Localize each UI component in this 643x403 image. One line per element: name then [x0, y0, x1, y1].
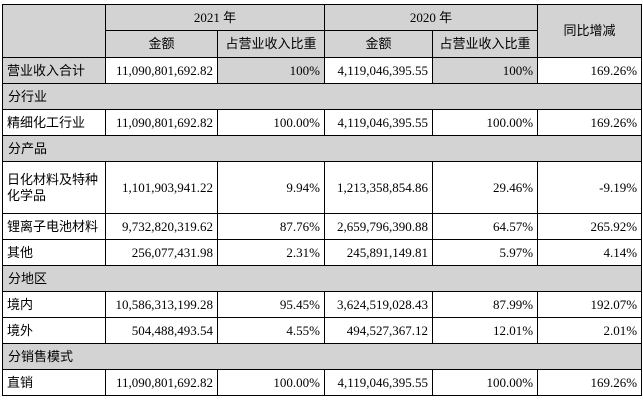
cell-amount-2021: 11,090,801,692.82 — [105, 369, 218, 396]
cell-yoy: 192.07% — [537, 291, 643, 318]
cell-yoy: 169.26% — [537, 57, 643, 84]
table-row: 境外 504,488,493.54 4.55% 494,527,367.12 1… — [2, 317, 643, 344]
cell-amount-2021: 11,090,801,692.82 — [105, 109, 218, 136]
cell-amount-2020: 245,891,149.81 — [324, 239, 434, 266]
cell-share-2021: 2.31% — [216, 239, 326, 266]
row-label: 境内 — [2, 291, 106, 318]
cell-share-2020: 100.00% — [432, 109, 539, 136]
header-row-metrics: 金额 占营业收入比重 金额 占营业收入比重 — [3, 30, 642, 58]
section-row-product: 分产品 — [1, 135, 643, 162]
cell-share-2020: 87.99% — [432, 291, 539, 318]
cell-share-2021: 100% — [216, 57, 326, 84]
table-row: 直销 11,090,801,692.82 100.00% 4,119,046,3… — [2, 369, 643, 396]
cell-amount-2021: 9,732,820,319.62 — [105, 213, 218, 240]
section-label: 分产品 — [1, 135, 643, 162]
section-label: 分行业 — [1, 83, 643, 110]
header-yoy: 同比增减 — [537, 4, 643, 58]
cell-amount-2020: 4,119,046,395.55 — [324, 369, 434, 396]
cell-amount-2021: 1,101,903,941.22 — [105, 161, 218, 214]
cell-amount-2020: 2,659,796,390.88 — [324, 213, 434, 240]
cell-share-2021: 100.00% — [216, 109, 326, 136]
cell-share-2021: 100.00% — [216, 369, 326, 396]
cell-amount-2020: 4,119,046,395.55 — [324, 109, 434, 136]
section-row-region: 分地区 — [1, 265, 643, 292]
row-label: 营业收入合计 — [2, 57, 106, 84]
cell-yoy: 169.26% — [537, 109, 643, 136]
header-amount-2020: 金额 — [324, 30, 434, 58]
cell-share-2020: 64.57% — [432, 213, 539, 240]
header-row-years: 2021 年 2020 年 同比增减 — [2, 4, 643, 58]
cell-share-2020: 12.01% — [432, 317, 539, 344]
cell-share-2021: 9.94% — [216, 161, 326, 214]
table-row: 精细化工行业 11,090,801,692.82 100.00% 4,119,0… — [2, 109, 643, 136]
section-row-sales-model: 分销售模式 — [1, 343, 643, 370]
cell-amount-2020: 1,213,358,854.86 — [324, 161, 434, 214]
row-label: 境外 — [2, 317, 106, 344]
corner-cell — [2, 4, 106, 58]
cell-share-2020: 100.00% — [432, 369, 539, 396]
cell-yoy: 4.14% — [537, 239, 643, 266]
cell-share-2021: 4.55% — [216, 317, 326, 344]
table-row-total: 营业收入合计 11,090,801,692.82 100% 4,119,046,… — [2, 57, 643, 84]
section-label: 分销售模式 — [1, 343, 643, 370]
section-row-industry: 分行业 — [1, 83, 643, 110]
table-row: 其他 256,077,431.98 2.31% 245,891,149.81 5… — [2, 239, 643, 266]
cell-share-2020: 5.97% — [432, 239, 539, 266]
cell-yoy: 169.26% — [537, 369, 643, 396]
cell-amount-2020: 3,624,519,028.43 — [324, 291, 434, 318]
row-label: 精细化工行业 — [2, 109, 106, 136]
header-year-2021: 2021 年 — [104, 4, 326, 31]
table-row: 境内 10,586,313,199.28 95.45% 3,624,519,02… — [2, 291, 643, 318]
cell-amount-2021: 11,090,801,692.82 — [105, 57, 218, 84]
cell-share-2020: 29.46% — [432, 161, 539, 214]
cell-amount-2021: 10,586,313,199.28 — [105, 291, 218, 318]
row-label: 日化材料及特种化学品 — [2, 161, 106, 214]
cell-share-2020: 100% — [432, 57, 539, 84]
header-share-2021: 占营业收入比重 — [216, 30, 326, 58]
cell-amount-2021: 256,077,431.98 — [105, 239, 218, 266]
header-amount-2021: 金额 — [105, 30, 218, 58]
header-year-2020: 2020 年 — [324, 4, 539, 31]
header-share-2020: 占营业收入比重 — [432, 30, 539, 58]
row-label: 其他 — [2, 239, 106, 266]
section-label: 分地区 — [1, 265, 643, 292]
table-row: 日化材料及特种化学品 1,101,903,941.22 9.94% 1,213,… — [2, 161, 643, 214]
cell-yoy: -9.19% — [537, 161, 643, 214]
cell-yoy: 2.01% — [537, 317, 643, 344]
row-label: 直销 — [2, 369, 106, 396]
cell-yoy: 265.92% — [537, 213, 643, 240]
cell-amount-2020: 494,527,367.12 — [324, 317, 434, 344]
row-label: 锂离子电池材料 — [2, 213, 106, 240]
table-row: 锂离子电池材料 9,732,820,319.62 87.76% 2,659,79… — [2, 213, 643, 240]
cell-share-2021: 95.45% — [216, 291, 326, 318]
cell-share-2021: 87.76% — [216, 213, 326, 240]
cell-amount-2020: 4,119,046,395.55 — [324, 57, 434, 84]
cell-amount-2021: 504,488,493.54 — [105, 317, 218, 344]
revenue-breakdown-table: 2021 年 2020 年 同比增减 金额 占营业收入比重 金额 占营业收入比重… — [1, 4, 643, 396]
